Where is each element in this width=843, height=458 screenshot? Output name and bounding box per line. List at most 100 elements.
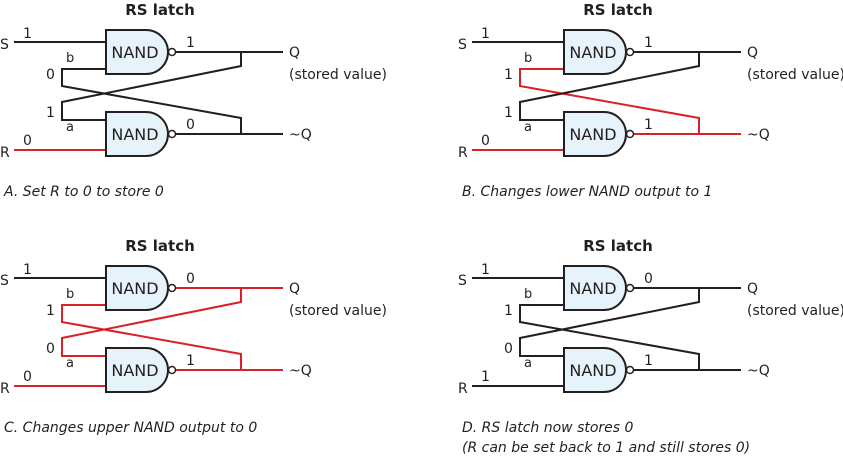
input-s-label: S: [0, 37, 9, 53]
nand-gate-label: NAND: [111, 125, 158, 144]
upper-feedback-value: 1: [504, 67, 513, 83]
output-q-note: (stored value): [747, 303, 843, 319]
upper-output-value: 1: [186, 35, 195, 51]
nand-gate-body: [105, 111, 169, 157]
input-r-label: R: [0, 381, 10, 397]
wire-feedback-to-upper: [61, 304, 242, 370]
upper-output-value: 0: [644, 271, 653, 287]
wire-feedback-to-lower: [519, 288, 700, 357]
lower-output-value: 1: [186, 353, 195, 369]
nand-gate-inverter-bubble: [167, 47, 177, 57]
pin-a-label: a: [524, 356, 532, 371]
input-r-value: 0: [23, 369, 32, 385]
nand-gate-body: [105, 265, 169, 311]
pin-a-label: a: [66, 120, 74, 135]
nand-gate-inverter-bubble: [167, 365, 177, 375]
panel-caption: A. Set R to 0 to store 0: [3, 184, 164, 200]
lower-feedback-value: 1: [504, 105, 513, 121]
nand-gate-upper: NAND: [563, 265, 635, 311]
lower-output-value: 0: [186, 117, 195, 133]
lower-output-value: 1: [644, 353, 653, 369]
nand-gate-inverter-bubble: [625, 129, 635, 139]
output-q-note: (stored value): [289, 303, 387, 319]
output-q-note: (stored value): [289, 67, 387, 83]
input-s-value: 1: [481, 262, 490, 278]
wire-feedback-to-lower: [519, 52, 700, 121]
output-nq-label: ~Q: [747, 363, 770, 379]
nand-gate-body: [563, 347, 627, 393]
panel-caption: C. Changes upper NAND output to 0: [4, 420, 257, 436]
nand-gate-label: NAND: [111, 361, 158, 380]
output-q-label: Q: [289, 281, 300, 297]
panel-caption: (R can be set back to 1 and still stores…: [462, 440, 750, 456]
wire-feedback-to-upper: [519, 304, 700, 370]
panel-caption: B. Changes lower NAND output to 1: [462, 184, 712, 200]
panel-caption: D. RS latch now stores 0: [462, 420, 634, 436]
input-r-value: 0: [481, 133, 490, 149]
output-q-label: Q: [747, 45, 758, 61]
lower-output-value: 1: [644, 117, 653, 133]
nand-gate-body: [563, 111, 627, 157]
lower-feedback-value: 0: [46, 341, 55, 357]
panel-title: RS latch: [583, 1, 653, 19]
nand-gate-label: NAND: [569, 43, 616, 62]
nand-gate-body: [563, 29, 627, 75]
output-nq-label: ~Q: [289, 363, 312, 379]
input-s-value: 1: [481, 26, 490, 42]
nand-gate-inverter-bubble: [625, 365, 635, 375]
pin-a-label: a: [524, 120, 532, 135]
output-q-note: (stored value): [747, 67, 843, 83]
lower-feedback-value: 0: [504, 341, 513, 357]
nand-gate-inverter-bubble: [625, 47, 635, 57]
output-q-label: Q: [289, 45, 300, 61]
wire-feedback-to-upper: [61, 68, 242, 134]
upper-feedback-value: 1: [504, 303, 513, 319]
pin-b-label: b: [66, 51, 74, 66]
input-s-label: S: [458, 37, 467, 53]
output-nq-label: ~Q: [289, 127, 312, 143]
panel-title: RS latch: [583, 237, 653, 255]
nand-gate-inverter-bubble: [167, 283, 177, 293]
nand-gate-body: [105, 347, 169, 393]
nand-gate-body: [105, 29, 169, 75]
upper-output-value: 1: [644, 35, 653, 51]
nand-gate-upper: NAND: [105, 265, 177, 311]
input-s-value: 1: [23, 26, 32, 42]
input-r-label: R: [458, 145, 468, 161]
nand-gate-inverter-bubble: [625, 283, 635, 293]
input-s-label: S: [0, 273, 9, 289]
panel-title: RS latch: [125, 237, 195, 255]
nand-gate-inverter-bubble: [167, 129, 177, 139]
panel-title: RS latch: [125, 1, 195, 19]
nand-gate-lower: NAND: [563, 111, 635, 157]
input-r-label: R: [0, 145, 10, 161]
nand-gate-label: NAND: [569, 361, 616, 380]
input-s-label: S: [458, 273, 467, 289]
input-s-value: 1: [23, 262, 32, 278]
wire-feedback-to-lower: [61, 288, 242, 357]
upper-feedback-value: 1: [46, 303, 55, 319]
nand-gate-label: NAND: [111, 43, 158, 62]
pin-b-label: b: [524, 287, 532, 302]
upper-output-value: 0: [186, 271, 195, 287]
nand-gate-lower: NAND: [563, 347, 635, 393]
nand-gate-lower: NAND: [105, 347, 177, 393]
input-r-value: 0: [23, 133, 32, 149]
output-nq-label: ~Q: [747, 127, 770, 143]
nand-gate-upper: NAND: [563, 29, 635, 75]
nand-gate-lower: NAND: [105, 111, 177, 157]
lower-feedback-value: 1: [46, 105, 55, 121]
pin-b-label: b: [524, 51, 532, 66]
wire-feedback-to-upper: [519, 68, 700, 134]
pin-a-label: a: [66, 356, 74, 371]
nand-gate-label: NAND: [569, 125, 616, 144]
output-q-label: Q: [747, 281, 758, 297]
nand-gate-upper: NAND: [105, 29, 177, 75]
input-r-value: 1: [481, 369, 490, 385]
pin-b-label: b: [66, 287, 74, 302]
nand-gate-label: NAND: [111, 279, 158, 298]
